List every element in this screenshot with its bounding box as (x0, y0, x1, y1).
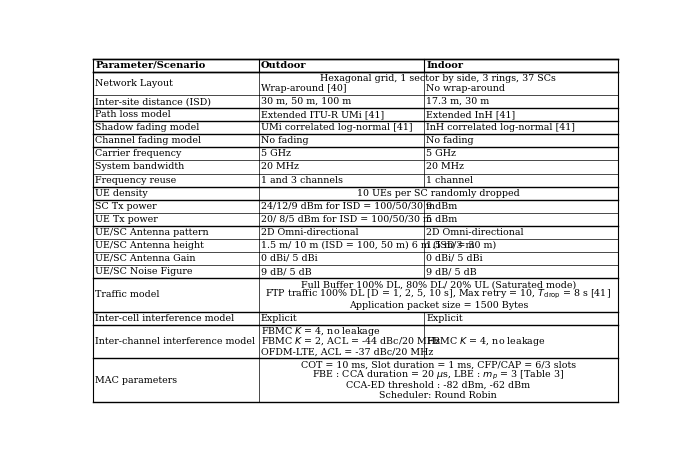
Text: Shadow fading model: Shadow fading model (95, 123, 200, 132)
Text: CCA-ED threshold : -82 dBm, -62 dBm: CCA-ED threshold : -82 dBm, -62 dBm (346, 381, 530, 390)
Text: 24/12/9 dBm for ISD = 100/50/30 m: 24/12/9 dBm for ISD = 100/50/30 m (261, 202, 434, 211)
Text: UE Tx power: UE Tx power (95, 215, 158, 224)
Text: FBE : CCA duration = 20 $\mu$s, LBE : $m_p$ = 3 [Table 3]: FBE : CCA duration = 20 $\mu$s, LBE : $m… (312, 369, 564, 382)
Text: FBMC $K$ = 4, no leakage: FBMC $K$ = 4, no leakage (426, 335, 545, 348)
Text: 1 channel: 1 channel (426, 176, 473, 185)
Text: Network Layout: Network Layout (95, 79, 174, 88)
Text: Indoor: Indoor (426, 61, 463, 70)
Text: 20 MHz: 20 MHz (261, 163, 298, 172)
Text: 2D Omni-directional: 2D Omni-directional (261, 228, 358, 237)
Text: 1.5 m/ 10 m (ISD = 100, 50 m) 6 m (ISD = 30 m): 1.5 m/ 10 m (ISD = 100, 50 m) 6 m (ISD =… (261, 241, 496, 250)
Text: Extended ITU-R UMi [41]: Extended ITU-R UMi [41] (261, 110, 384, 119)
Text: Explicit: Explicit (426, 314, 463, 323)
Text: 5 GHz: 5 GHz (426, 149, 456, 158)
Text: UE/SC Antenna height: UE/SC Antenna height (95, 241, 204, 250)
Text: COT = 10 ms, Slot duration = 1 ms, CFP/CAP = 6/3 slots: COT = 10 ms, Slot duration = 1 ms, CFP/C… (301, 360, 576, 370)
Text: 0 dBi/ 5 dBi: 0 dBi/ 5 dBi (261, 254, 317, 263)
Text: No wrap-around: No wrap-around (426, 84, 505, 93)
Text: Extended InH [41]: Extended InH [41] (426, 110, 516, 119)
Text: 20/ 8/5 dBm for ISD = 100/50/30 m: 20/ 8/5 dBm for ISD = 100/50/30 m (261, 215, 432, 224)
Text: Frequency reuse: Frequency reuse (95, 176, 176, 185)
Text: 20 MHz: 20 MHz (426, 163, 464, 172)
Text: Channel fading model: Channel fading model (95, 136, 201, 145)
Text: SC Tx power: SC Tx power (95, 202, 157, 211)
Text: FBMC $K$ = 2, ACL = -44 dBc/20 MHz: FBMC $K$ = 2, ACL = -44 dBc/20 MHz (261, 336, 441, 347)
Text: Hexagonal grid, 1 sector by side, 3 rings, 37 SCs: Hexagonal grid, 1 sector by side, 3 ring… (321, 74, 557, 83)
Text: Traffic model: Traffic model (95, 291, 160, 299)
Text: 5 GHz: 5 GHz (261, 149, 291, 158)
Text: UE/SC Antenna pattern: UE/SC Antenna pattern (95, 228, 209, 237)
Text: 1.5 m/3 m: 1.5 m/3 m (426, 241, 475, 250)
Text: Wrap-around [40]: Wrap-around [40] (261, 84, 346, 93)
Text: MAC parameters: MAC parameters (95, 376, 178, 385)
Text: 10 UEs per SC randomly dropped: 10 UEs per SC randomly dropped (357, 188, 520, 197)
Text: Path loss model: Path loss model (95, 110, 171, 119)
Text: Explicit: Explicit (261, 314, 297, 323)
Text: InH correlated log-normal [41]: InH correlated log-normal [41] (426, 123, 575, 132)
Text: UMi correlated log-normal [41]: UMi correlated log-normal [41] (261, 123, 412, 132)
Text: FTP traffic 100% DL [D = 1, 2, 5, 10 s], Max retry = 10, $T_{\mathrm{drop}}$ = 8: FTP traffic 100% DL [D = 1, 2, 5, 10 s],… (265, 288, 611, 301)
Text: No fading: No fading (426, 136, 474, 145)
Text: FBMC $K$ = 4, no leakage: FBMC $K$ = 4, no leakage (261, 325, 380, 338)
Text: 30 m, 50 m, 100 m: 30 m, 50 m, 100 m (261, 97, 351, 106)
Text: Inter-channel interference model: Inter-channel interference model (95, 337, 255, 346)
Text: UE/SC Antenna Gain: UE/SC Antenna Gain (95, 254, 196, 263)
Text: No fading: No fading (261, 136, 308, 145)
Text: Application packet size = 1500 Bytes: Application packet size = 1500 Bytes (348, 301, 528, 310)
Text: Parameter/Scenario: Parameter/Scenario (95, 61, 205, 70)
Text: 1 and 3 channels: 1 and 3 channels (261, 176, 343, 185)
Text: 9 dB/ 5 dB: 9 dB/ 5 dB (261, 267, 312, 276)
Text: Scheduler: Round Robin: Scheduler: Round Robin (380, 391, 497, 400)
Text: 5 dBm: 5 dBm (426, 215, 457, 224)
Text: 0 dBi/ 5 dBi: 0 dBi/ 5 dBi (426, 254, 483, 263)
Text: Inter-cell interference model: Inter-cell interference model (95, 314, 235, 323)
Text: 9 dBm: 9 dBm (426, 202, 457, 211)
Text: Carrier frequency: Carrier frequency (95, 149, 182, 158)
Text: UE/SC Noise Figure: UE/SC Noise Figure (95, 267, 193, 276)
Text: 9 dB/ 5 dB: 9 dB/ 5 dB (426, 267, 477, 276)
Text: System bandwidth: System bandwidth (95, 163, 185, 172)
Text: 2D Omni-directional: 2D Omni-directional (426, 228, 524, 237)
Text: OFDM-LTE, ACL = -37 dBc/20 MHz: OFDM-LTE, ACL = -37 dBc/20 MHz (261, 347, 433, 356)
Text: Inter-site distance (ISD): Inter-site distance (ISD) (95, 97, 212, 106)
Text: 17.3 m, 30 m: 17.3 m, 30 m (426, 97, 489, 106)
Text: Full Buffer 100% DL, 80% DL/ 20% UL (Saturated mode): Full Buffer 100% DL, 80% DL/ 20% UL (Sat… (301, 280, 576, 289)
Text: Outdoor: Outdoor (261, 61, 306, 70)
Text: UE density: UE density (95, 188, 148, 197)
